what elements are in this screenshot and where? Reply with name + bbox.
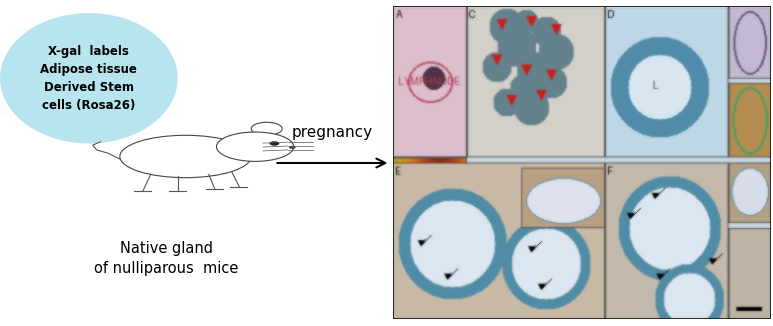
Circle shape <box>289 146 295 149</box>
Ellipse shape <box>216 132 294 161</box>
Circle shape <box>270 141 279 145</box>
Ellipse shape <box>0 13 178 143</box>
Ellipse shape <box>251 122 282 135</box>
Text: X-gal  labels
Adipose tissue
Derived Stem
cells (Rosa26): X-gal labels Adipose tissue Derived Stem… <box>40 45 138 112</box>
Ellipse shape <box>120 135 251 178</box>
Text: Native gland
of nulliparous  mice: Native gland of nulliparous mice <box>94 241 238 276</box>
Text: pregnancy: pregnancy <box>292 125 373 140</box>
